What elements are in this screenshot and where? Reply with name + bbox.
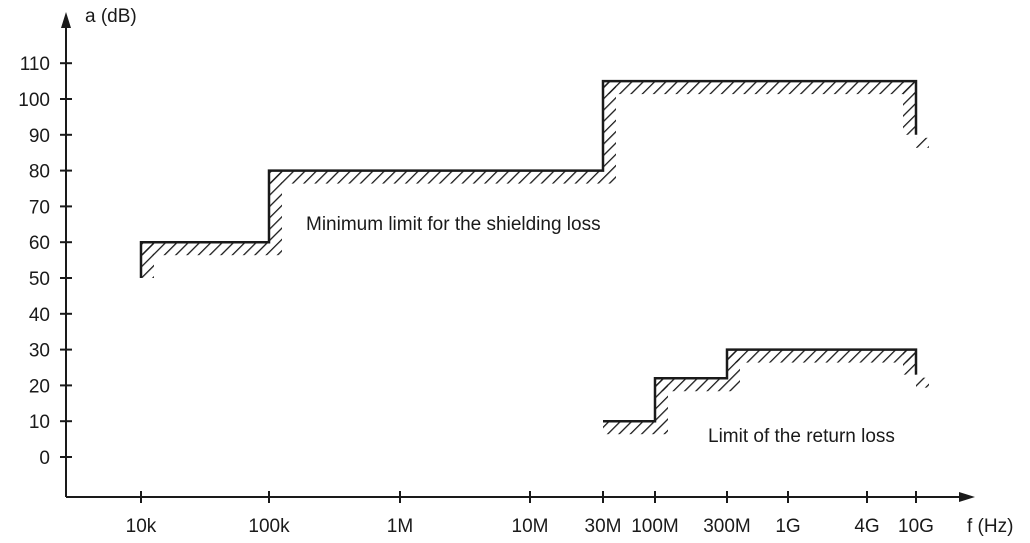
y-tick-label-80: 80 — [29, 162, 50, 183]
hatch-band-horizontal — [727, 349, 916, 363]
hatch-band-vertical — [655, 378, 668, 435]
y-tick-label-40: 40 — [29, 305, 50, 326]
x-tick-label-10m: 10M — [512, 516, 549, 537]
hatch-band-end — [903, 81, 916, 135]
hatch-band-horizontal — [141, 242, 269, 256]
x-tick-label-30m: 30M — [585, 516, 622, 537]
x-axis-arrow-icon — [959, 492, 975, 502]
axes — [60, 12, 975, 503]
hatch-band-vertical — [269, 170, 282, 256]
x-axis-title: f (Hz) — [967, 516, 1013, 537]
x-tick-label-100m: 100M — [631, 516, 679, 537]
x-tick-label-100k: 100k — [248, 516, 290, 537]
limit-lines — [139, 79, 918, 423]
y-tick-label-70: 70 — [29, 197, 50, 218]
y-tick-label-20: 20 — [29, 376, 50, 397]
x-tick-label-10k: 10k — [126, 516, 157, 537]
y-tick-label-30: 30 — [29, 341, 50, 362]
y-tick-label-50: 50 — [29, 269, 50, 290]
annotation-2: Limit of the return loss — [708, 426, 895, 447]
x-tick-label-300m: 300M — [703, 516, 751, 537]
hatch-band-horizontal — [269, 170, 603, 184]
y-tick-label-100: 100 — [18, 90, 50, 111]
x-tick-label-1g: 1G — [775, 516, 800, 537]
hatch-mask — [916, 80, 931, 138]
y-axis-arrow-icon — [61, 12, 71, 28]
y-tick-label-10: 10 — [29, 412, 50, 433]
y-tick-label-90: 90 — [29, 126, 50, 147]
y-axis-title: a (dB) — [85, 6, 137, 27]
hatch-band-horizontal — [603, 421, 655, 435]
x-tick-label-4g: 4G — [854, 516, 879, 537]
hatch-band-vertical — [603, 81, 616, 184]
labels: 0 10 20 30 40 50 60 70 80 90 100 110 10k 100k 1M 10M 30M… — [18, 6, 1013, 537]
x-tick-label-1m: 1M — [387, 516, 413, 537]
y-tick-label-60: 60 — [29, 233, 50, 254]
y-tick-label-0: 0 — [39, 448, 50, 469]
hatch-band-horizontal — [603, 81, 916, 95]
limit-line-series-2 — [603, 348, 918, 423]
x-tick-label-10g: 10G — [898, 516, 934, 537]
hatch-band-end — [903, 349, 916, 375]
hatch-band-horizontal — [655, 378, 727, 392]
limit-line-series-1 — [139, 79, 918, 278]
hatch-bands — [141, 80, 931, 435]
hatch-mask — [916, 348, 931, 378]
annotation-1: Minimum limit for the shielding loss — [306, 214, 601, 235]
y-tick-label-110: 110 — [20, 54, 50, 75]
